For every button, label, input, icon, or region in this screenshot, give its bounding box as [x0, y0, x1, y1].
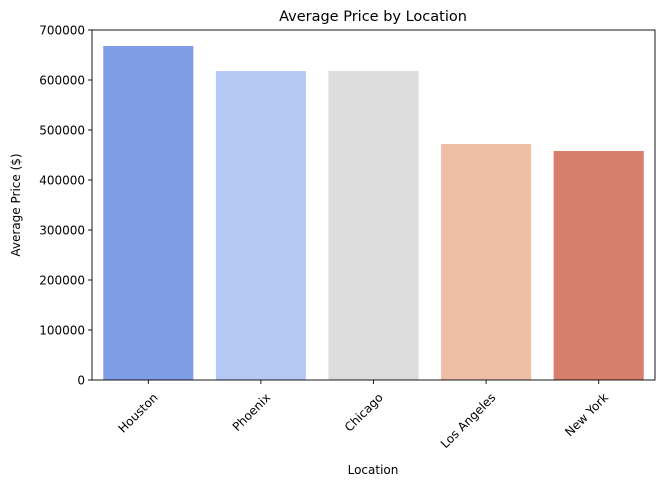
- bar-houston: [103, 46, 194, 380]
- chart-title: Average Price by Location: [279, 9, 467, 25]
- y-tick-label: 100000: [39, 324, 85, 338]
- x-tick-label: Houston: [115, 390, 160, 435]
- bar-new-york: [553, 151, 644, 380]
- plot-area: [103, 46, 644, 380]
- x-tick-label: New York: [562, 390, 611, 439]
- y-tick-label: 300000: [39, 224, 85, 238]
- x-tick-label: Chicago: [342, 390, 386, 434]
- bar-phoenix: [215, 71, 306, 380]
- y-tick-label: 400000: [39, 174, 85, 188]
- y-tick-label: 200000: [39, 274, 85, 288]
- bar-chicago: [328, 71, 419, 380]
- x-tick-label: Phoenix: [230, 390, 274, 434]
- y-axis-label: Average Price ($): [9, 153, 23, 256]
- y-tick-label: 600000: [39, 74, 85, 88]
- y-tick-label: 0: [77, 374, 85, 388]
- y-tick-label: 700000: [39, 24, 85, 38]
- y-tick-label: 500000: [39, 124, 85, 138]
- y-axis: 0 100000 200000 300000 400000 500000 600000 700…: [39, 24, 92, 388]
- x-tick-label: Los Angeles: [438, 390, 499, 451]
- x-axis: Houston Phoenix Chicago Los Angeles New York: [115, 380, 611, 451]
- plot-frame: [91, 29, 656, 381]
- x-axis-label: Location: [348, 463, 399, 477]
- bar-los-angeles: [441, 144, 532, 380]
